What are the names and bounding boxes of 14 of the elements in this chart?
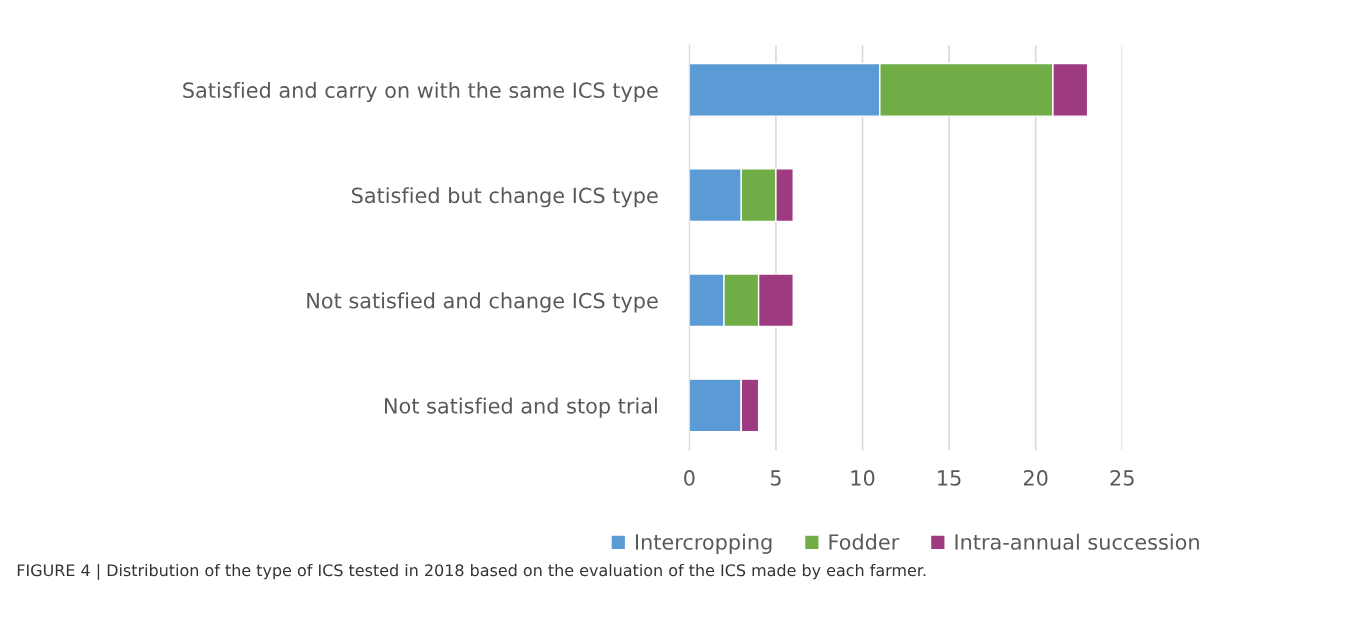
caption: FIGURE 4 | Distribution of the type of ICS tested in 2018 based on the evaluation of the ICS made by each farmer.: [17, 563, 926, 580]
x-tick-label: 20: [1023, 470, 1048, 486]
y-tick-label: Satisfied but change ICS type: [351, 187, 658, 208]
y-tick-label: Not satisfied and stop trial: [385, 397, 657, 418]
legend-label: Intra-annual succession: [955, 533, 1199, 550]
x-tick-label: 0: [684, 470, 695, 486]
legend-label: Fodder: [829, 533, 900, 550]
y-tick-label: Not satisfied and change ICS type: [307, 292, 658, 313]
x-tick-label: 5: [770, 470, 781, 486]
x-tick-label: 10: [851, 470, 875, 486]
legend-label: Intercropping: [635, 533, 772, 554]
x-tick-label: 25: [1110, 470, 1134, 486]
x-tick-label: 15: [938, 470, 961, 486]
y-tick-label: Satisfied and carry on with the same ICS type: [183, 81, 658, 103]
